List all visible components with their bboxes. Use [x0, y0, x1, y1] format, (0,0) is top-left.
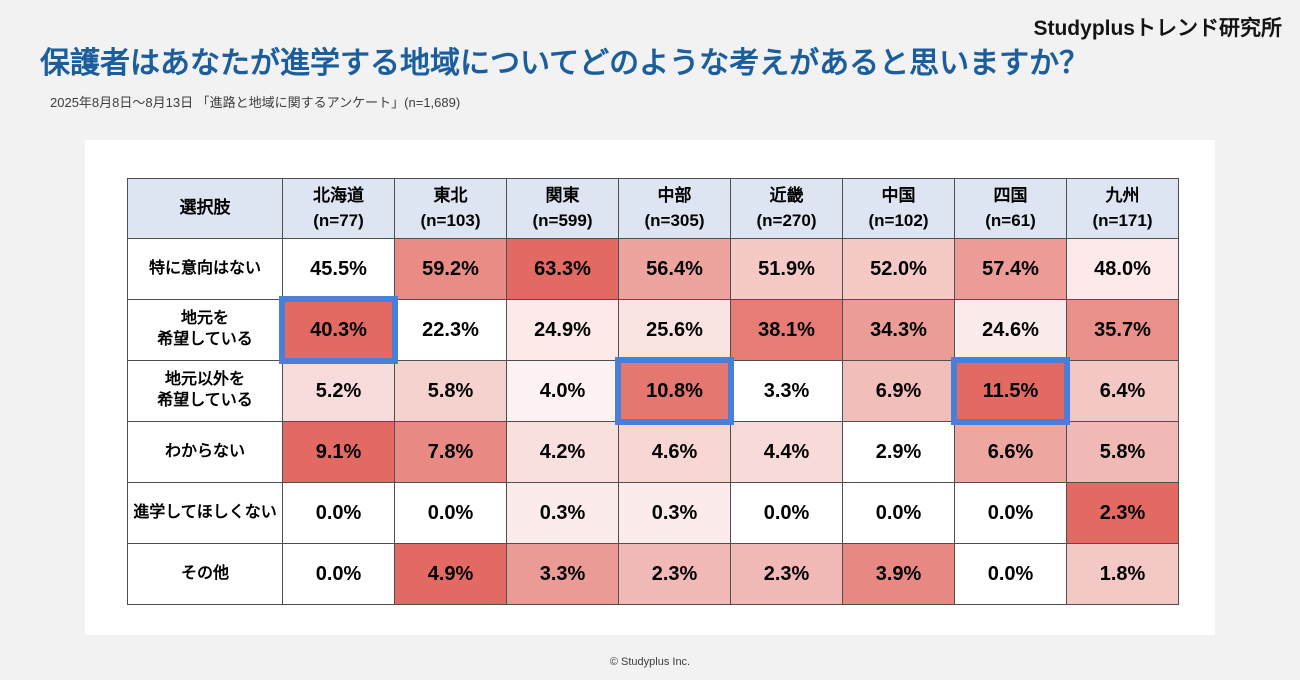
data-cell: 0.0%	[282, 482, 395, 544]
data-cell: 63.3%	[506, 238, 619, 300]
sample-size: (n=102)	[868, 210, 929, 230]
data-cell: 3.9%	[842, 543, 955, 605]
data-cell: 5.2%	[282, 360, 395, 422]
page-title: 保護者はあなたが進学する地域についてどのような考えがあると思いますか？	[40, 47, 1090, 80]
data-cell: 6.4%	[1066, 360, 1179, 422]
data-cell: 0.3%	[618, 482, 731, 544]
sample-size: (n=77)	[313, 210, 364, 230]
data-cell: 35.7%	[1066, 299, 1179, 361]
sample-size: (n=270)	[756, 210, 817, 230]
data-cell: 4.9%	[394, 543, 507, 605]
region-name: 中部	[657, 185, 692, 205]
data-cell: 2.3%	[1066, 482, 1179, 544]
data-cell: 0.0%	[954, 543, 1067, 605]
region-name: 中国	[881, 185, 916, 205]
table-row: その他 0.0% 4.9% 3.3% 2.3% 2.3% 3.9% 0.0% 1…	[127, 543, 1179, 605]
table-row: わからない 9.1% 7.8% 4.2% 4.6% 4.4% 2.9% 6.6%…	[127, 421, 1179, 483]
row-label: わからない	[127, 421, 283, 483]
data-cell: 4.0%	[506, 360, 619, 422]
data-cell: 34.3%	[842, 299, 955, 361]
data-cell: 2.9%	[842, 421, 955, 483]
data-cell: 24.6%	[954, 299, 1067, 361]
row-label: 地元を 希望している	[127, 299, 283, 361]
column-header-kanto: 関東 (n=599)	[506, 178, 619, 239]
data-cell: 45.5%	[282, 238, 395, 300]
table-card: 選択肢 北海道 (n=77) 東北 (n=103) 関東 (n=599) 中部 (n=3…	[85, 140, 1215, 635]
data-cell: 3.3%	[730, 360, 843, 422]
data-cell: 3.3%	[506, 543, 619, 605]
column-header-hokkaido: 北海道 (n=77)	[282, 178, 395, 239]
sample-size: (n=171)	[1092, 210, 1153, 230]
data-cell: 7.8%	[394, 421, 507, 483]
table-row: 地元を 希望している 40.3% 22.3% 24.9% 25.6% 38.1%…	[127, 296, 1179, 365]
table-row: 特に意向はない 45.5% 59.2% 63.3% 56.4% 51.9% 52…	[127, 238, 1179, 300]
region-name: 四国	[993, 185, 1028, 205]
data-cell: 51.9%	[730, 238, 843, 300]
table-row: 地元以外を 希望している 5.2% 5.8% 4.0% 10.8% 3.3% 6…	[127, 357, 1179, 426]
data-cell: 38.1%	[730, 299, 843, 361]
data-cell: 0.0%	[394, 482, 507, 544]
region-name: 北海道	[313, 185, 364, 205]
data-cell: 57.4%	[954, 238, 1067, 300]
data-cell-highlighted: 11.5%	[951, 357, 1071, 426]
data-cell: 0.0%	[842, 482, 955, 544]
region-name: 東北	[433, 185, 468, 205]
data-cell: 2.3%	[730, 543, 843, 605]
column-header-shikoku: 四国 (n=61)	[954, 178, 1067, 239]
data-cell: 24.9%	[506, 299, 619, 361]
data-cell-highlighted: 40.3%	[279, 296, 399, 365]
sample-size: (n=599)	[532, 210, 593, 230]
data-cell: 48.0%	[1066, 238, 1179, 300]
data-cell: 6.6%	[954, 421, 1067, 483]
column-header-kinki: 近畿 (n=270)	[730, 178, 843, 239]
sample-size: (n=305)	[644, 210, 705, 230]
data-cell: 4.2%	[506, 421, 619, 483]
data-cell: 4.4%	[730, 421, 843, 483]
column-header-kyushu: 九州 (n=171)	[1066, 178, 1179, 239]
data-cell: 0.0%	[282, 543, 395, 605]
data-cell-highlighted: 10.8%	[615, 357, 735, 426]
copyright: © Studyplus Inc.	[609, 656, 691, 668]
row-label: 地元以外を 希望している	[127, 360, 283, 422]
data-cell: 5.8%	[1066, 421, 1179, 483]
survey-heatmap-table: 選択肢 北海道 (n=77) 東北 (n=103) 関東 (n=599) 中部 (n=3…	[127, 178, 1179, 605]
data-cell: 59.2%	[394, 238, 507, 300]
data-cell: 5.8%	[394, 360, 507, 422]
data-cell: 4.6%	[618, 421, 731, 483]
data-cell: 2.3%	[618, 543, 731, 605]
table-row: 進学してほしくない 0.0% 0.0% 0.3% 0.3% 0.0% 0.0% …	[127, 482, 1179, 544]
data-cell: 6.9%	[842, 360, 955, 422]
data-cell: 22.3%	[394, 299, 507, 361]
column-header-choices: 選択肢	[127, 178, 283, 239]
data-cell: 0.0%	[730, 482, 843, 544]
data-cell: 0.0%	[954, 482, 1067, 544]
survey-meta: 2025年8月8日～8月13日 「進路と地域に関するアンケート」(n=1,689…	[50, 95, 461, 110]
data-cell: 52.0%	[842, 238, 955, 300]
column-header-chugoku: 中国 (n=102)	[842, 178, 955, 239]
brand-logo: Studyplusトレンド研究所	[1033, 17, 1282, 40]
data-cell: 0.3%	[506, 482, 619, 544]
region-name: 近畿	[769, 185, 804, 205]
data-cell: 56.4%	[618, 238, 731, 300]
row-label: その他	[127, 543, 283, 605]
data-cell: 1.8%	[1066, 543, 1179, 605]
row-label: 特に意向はない	[127, 238, 283, 300]
column-header-chubu: 中部 (n=305)	[618, 178, 731, 239]
sample-size: (n=103)	[420, 210, 481, 230]
row-label: 進学してほしくない	[127, 482, 283, 544]
region-name: 九州	[1105, 185, 1140, 205]
data-cell: 9.1%	[282, 421, 395, 483]
data-cell: 25.6%	[618, 299, 731, 361]
region-name: 関東	[545, 185, 580, 205]
column-header-tohoku: 東北 (n=103)	[394, 178, 507, 239]
sample-size: (n=61)	[985, 210, 1036, 230]
